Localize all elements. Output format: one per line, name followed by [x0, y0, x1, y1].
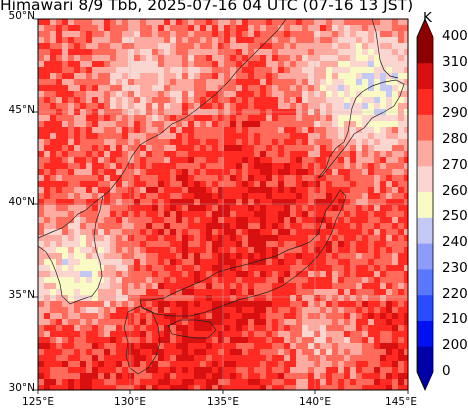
colorbar-swatch [417, 140, 433, 167]
colorbar-swatch [417, 294, 433, 321]
colorbar-tick-label: 210 [442, 311, 468, 328]
lat-tick-label: 30°N [8, 382, 35, 394]
colorbar-swatch [417, 114, 433, 141]
colorbar-extend-top [417, 19, 433, 37]
colorbar-tick-label: 200 [442, 337, 468, 354]
kyushu-coast [123, 305, 161, 375]
colorbar-swatch [417, 165, 433, 193]
lon-tick-label: 135°E [207, 396, 239, 408]
sakhalin-coast [371, 19, 399, 79]
shikoku-coast [167, 319, 217, 339]
korea-coast [38, 19, 287, 239]
colorbar-swatch [417, 37, 433, 64]
colorbar-tick-label: 230 [442, 259, 468, 276]
lon-tick-label: 145°E [385, 396, 417, 408]
colorbar-tick-label: 300 [442, 79, 468, 96]
colorbar-extend-bottom [417, 372, 433, 390]
colorbar-tick-label: 220 [442, 285, 468, 302]
colorbar-swatch [417, 243, 433, 270]
colorbar-swatch [417, 62, 433, 90]
colorbar-swatch [417, 346, 433, 373]
colorbar-unit: K [423, 10, 432, 26]
graticule [38, 19, 408, 390]
colorbar-swatch [417, 191, 433, 218]
lat-tick-label: 35°N [8, 289, 35, 301]
coastlines [38, 19, 405, 375]
colorbar-swatch [417, 320, 433, 347]
colorbar-tick-label: 0 [442, 363, 451, 379]
colorbar-tick-label: 270 [442, 156, 468, 173]
lon-tick-label: 130°E [114, 396, 146, 408]
lon-tick-label: 140°E [299, 396, 331, 408]
lat-tick-label: 50°N [8, 10, 35, 22]
tick-marks [34, 18, 409, 394]
colorbar-tick-label: 280 [442, 131, 468, 148]
lat-tick-label: 40°N [8, 196, 35, 208]
map-title: Himawari 8/9 Tbb, 2025-07-16 04 UTC (07-… [0, 0, 414, 14]
colorbar-tick-label: 260 [442, 182, 468, 199]
colorbar-swatch [417, 268, 433, 296]
honshu-coast [139, 189, 347, 317]
colorbar-tick-label: 290 [442, 105, 468, 122]
lon-tick-label: 125°E [22, 396, 54, 408]
hokkaido-coast [317, 79, 405, 179]
korea-peninsula [38, 195, 104, 305]
lat-tick-label: 45°N [8, 104, 35, 116]
colorbar-swatch [417, 88, 433, 115]
colorbar-tick-label: 240 [442, 234, 468, 251]
colorbar-outline [416, 18, 434, 391]
colorbar-tick-label: 310 [442, 53, 468, 70]
colorbar-tick-label: 250 [442, 208, 468, 225]
colorbar-tick-label: 400 [442, 28, 468, 44]
colorbar-swatch [417, 217, 433, 244]
